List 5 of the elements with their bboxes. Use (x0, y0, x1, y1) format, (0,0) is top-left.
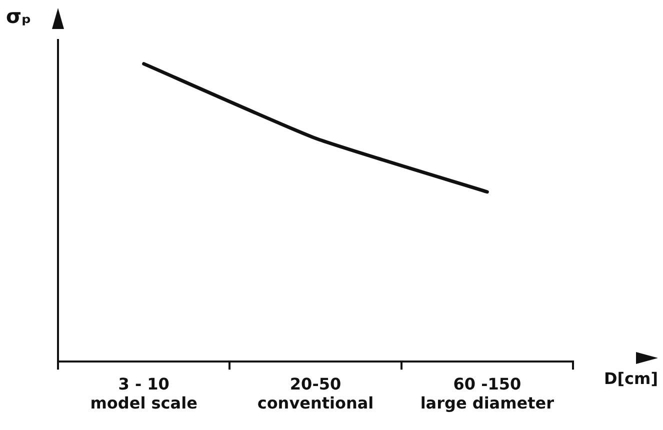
x-tick-label: 20-50 conventional (257, 374, 374, 413)
y-axis-title: σₚ (6, 4, 32, 28)
x-tick-label: 60 -150 large diameter (420, 374, 554, 413)
x-tick-label: 3 - 10 model scale (90, 374, 198, 413)
x-axis-title: D[cm] (604, 369, 658, 388)
